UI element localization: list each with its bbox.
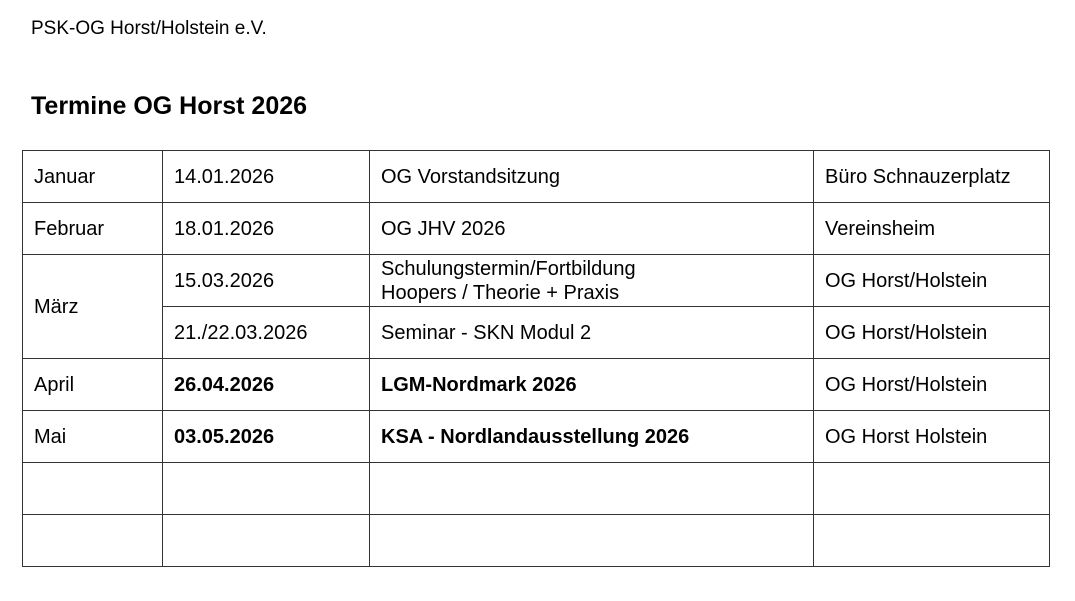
page-title: Termine OG Horst 2026 bbox=[31, 92, 308, 120]
table-row: Februar 18.01.2026 OG JHV 2026 Vereinshe… bbox=[22, 202, 1050, 255]
location-cell: OG Horst/Holstein bbox=[813, 254, 1050, 307]
event-cell: Seminar - SKN Modul 2 bbox=[369, 306, 814, 359]
location-cell: Büro Schnauzerplatz bbox=[813, 150, 1050, 203]
location-cell: Vereinsheim bbox=[813, 202, 1050, 255]
event-cell: KSA - Nordlandausstellung 2026 bbox=[369, 410, 814, 463]
month-cell: März bbox=[22, 254, 163, 359]
empty-cell bbox=[162, 514, 370, 567]
empty-cell bbox=[22, 514, 163, 567]
month-cell: Februar bbox=[22, 202, 163, 255]
month-cell: Mai bbox=[22, 410, 163, 463]
empty-cell bbox=[22, 462, 163, 515]
table-row: Januar 14.01.2026 OG Vorstandsitzung Bür… bbox=[22, 150, 1050, 203]
empty-row bbox=[22, 514, 1050, 567]
month-cell: April bbox=[22, 358, 163, 411]
event-cell: LGM-Nordmark 2026 bbox=[369, 358, 814, 411]
events-table: Januar 14.01.2026 OG Vorstandsitzung Bür… bbox=[22, 150, 1050, 567]
month-cell: Januar bbox=[22, 150, 163, 203]
date-cell: 03.05.2026 bbox=[162, 410, 370, 463]
table-row: Mai 03.05.2026 KSA - Nordlandausstellung… bbox=[22, 410, 1050, 463]
location-cell: OG Horst Holstein bbox=[813, 410, 1050, 463]
empty-row bbox=[22, 462, 1050, 515]
empty-cell bbox=[162, 462, 370, 515]
date-cell: 14.01.2026 bbox=[162, 150, 370, 203]
date-cell: 21./22.03.2026 bbox=[162, 306, 370, 359]
empty-cell bbox=[369, 514, 814, 567]
date-cell: 26.04.2026 bbox=[162, 358, 370, 411]
event-line: Hoopers / Theorie + Praxis bbox=[381, 281, 620, 304]
date-cell: 15.03.2026 bbox=[162, 254, 370, 307]
event-cell: OG Vorstandsitzung bbox=[369, 150, 814, 203]
empty-cell bbox=[813, 462, 1050, 515]
event-cell: Schulungstermin/Fortbildung Hoopers / Th… bbox=[369, 254, 814, 307]
date-cell: 18.01.2026 bbox=[162, 202, 370, 255]
location-cell: OG Horst/Holstein bbox=[813, 358, 1050, 411]
table-row: März 15.03.2026 Schulungstermin/Fortbild… bbox=[22, 254, 1050, 359]
table-row: 21./22.03.2026 Seminar - SKN Modul 2 OG … bbox=[23, 306, 1050, 359]
event-line: Schulungstermin/Fortbildung bbox=[381, 257, 636, 280]
empty-cell bbox=[813, 514, 1050, 567]
event-cell: OG JHV 2026 bbox=[369, 202, 814, 255]
location-cell: OG Horst/Holstein bbox=[813, 306, 1050, 359]
table-row: April 26.04.2026 LGM-Nordmark 2026 OG Ho… bbox=[22, 358, 1050, 411]
empty-cell bbox=[369, 462, 814, 515]
organization-name: PSK-OG Horst/Holstein e.V. bbox=[31, 18, 267, 39]
